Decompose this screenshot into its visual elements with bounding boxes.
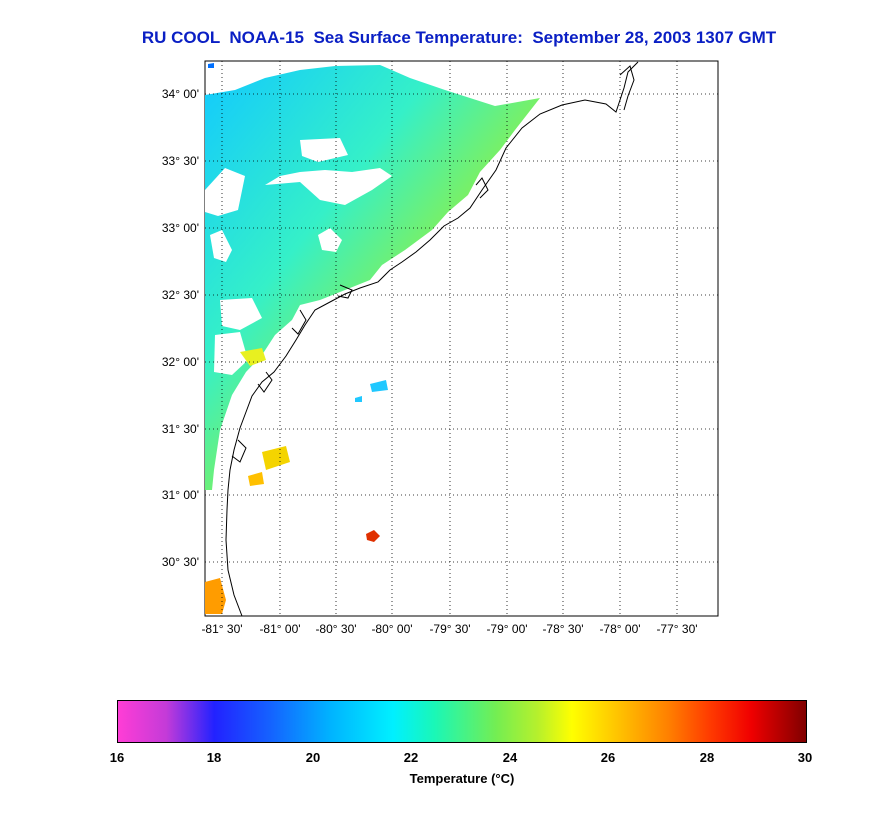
sst-patch-cyan [355,396,362,402]
sst-swath-main [205,65,540,490]
sst-patch-orange [205,578,226,614]
colorbar-tick: 30 [797,750,813,765]
lat-label: 31° 30' [161,422,199,436]
cloud-gap [265,168,392,205]
lon-label: -78° 00' [599,622,641,636]
cloud-gap [220,298,262,330]
colorbar-tick: 24 [502,750,518,765]
coastline-inlet [291,309,307,335]
colorbar-tick: 18 [206,750,222,765]
sst-patch-yellow [248,472,264,486]
lat-label: 33° 30' [161,154,199,168]
lon-label: -80° 00' [371,622,413,636]
coastline-inlet [619,65,635,111]
lat-label: 31° 00' [161,488,199,502]
coastline-inlet [231,439,247,463]
colorbar-tick: 28 [699,750,715,765]
lon-label: -79° 00' [486,622,528,636]
sst-patch-red [366,530,380,542]
sst-patch-blue [208,63,214,68]
graticule [205,61,718,616]
lat-label: 30° 30' [161,555,199,569]
coastline-inlet [337,284,353,299]
lon-label: -79° 30' [429,622,471,636]
sst-patch-yellow [262,446,290,470]
lon-label: -77° 30' [656,622,698,636]
temperature-colorbar [117,700,807,743]
lat-label: 32° 30' [161,288,199,302]
lon-label: -81° 30' [201,622,243,636]
lat-label: 32° 00' [161,355,199,369]
sst-data-layer [205,63,540,614]
colorbar-tick: 26 [600,750,616,765]
colorbar-tick: 22 [403,750,419,765]
colorbar-label: Temperature (°C) [409,771,515,786]
cloud-gap [205,168,245,216]
cloud-gap [214,332,248,375]
cloud-gap [210,230,232,262]
lat-label: 33° 00' [161,221,199,235]
lon-label: -78° 30' [542,622,584,636]
colorbar-tick: 20 [305,750,321,765]
colorbar-tick: 16 [109,750,125,765]
lat-label: 34° 00' [161,87,199,101]
map-title: RU COOL NOAA-15 Sea Surface Temperature:… [141,28,777,47]
sst-patch-cyan [370,380,388,392]
coastline-inlet [257,371,273,393]
lon-label: -81° 00' [259,622,301,636]
lon-label: -80° 30' [315,622,357,636]
sst-patch-yellow [240,348,266,366]
coastline-inlet [475,177,489,199]
cloud-gap [300,138,348,162]
